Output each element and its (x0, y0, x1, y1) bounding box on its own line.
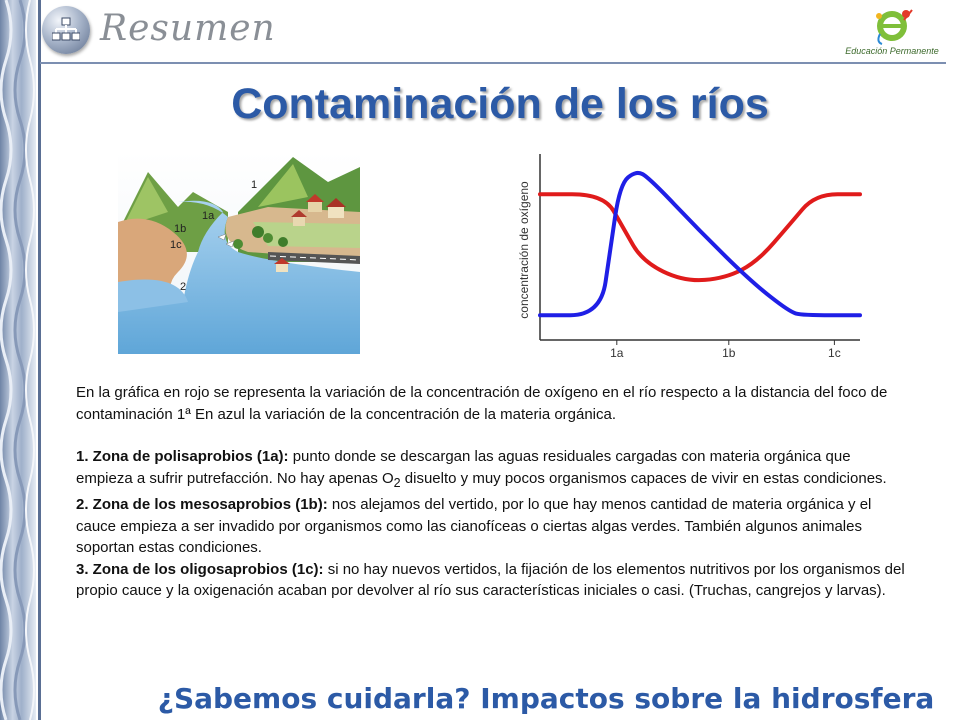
wave-pattern-icon (0, 0, 35, 720)
zone-label-2: 2 (180, 281, 186, 293)
oxygen-chart: concentración de oxígeno 1a 1b 1c (517, 154, 862, 360)
organic-matter-series-line (538, 170, 862, 318)
zone-1-text: punto donde se descargan las aguas resid… (76, 448, 851, 487)
footer-title: ¿Sabemos cuidarla? Impactos sobre la hid… (157, 682, 935, 715)
oxygen-series-line (538, 192, 862, 283)
zone-1-heading: 1. Zona de polisaprobios (1a): (76, 448, 289, 465)
left-divider (38, 0, 41, 720)
zone-3-text: si no hay nuevos vertidos, la fijación d… (76, 560, 905, 600)
chart-x-tick-label: 1c (828, 346, 841, 360)
zone-1-text-end: disuelto y muy pocos organismos capaces … (400, 469, 887, 487)
section-badge (42, 6, 90, 54)
sitemap-icon (52, 17, 80, 41)
body-text: En la gráfica en rojo se representa la v… (76, 382, 906, 602)
zone-1-paragraph: 1. Zona de polisaprobios (1a): punto don… (76, 446, 906, 494)
zone-3-paragraph: 3. Zona de los oligosaprobios (1c): si n… (76, 559, 906, 602)
zone-2-heading: 2. Zona de los mesosaprobios (1b): (76, 496, 328, 513)
zone-label-1a: 1a (202, 210, 215, 222)
left-decorative-band (0, 0, 36, 720)
logo-caption: Educación Permanente (845, 46, 939, 56)
zone-2-paragraph: 2. Zona de los mesosaprobios (1b): nos a… (76, 494, 906, 559)
section-title: Resumen (100, 8, 276, 49)
zone-label-1: 1 (251, 179, 257, 191)
educacion-permanente-logo-icon (876, 9, 913, 45)
river-illustration: 1 1a 1b 1c 2 (118, 152, 360, 354)
zone-1-subscript: 2 (393, 475, 401, 490)
zone-label-1b: 1b (174, 223, 186, 235)
zone-2-text: nos alejamos del vertido, por lo que hay… (76, 496, 872, 556)
zone-3-heading: 3. Zona de los oligosaprobios (1c): (76, 560, 324, 578)
header-divider (40, 62, 946, 64)
chart-y-label: concentración de oxígeno (517, 181, 531, 319)
intro-paragraph: En la gráfica en rojo se representa la v… (76, 384, 888, 423)
chart-x-tick-label: 1b (722, 346, 736, 360)
zone-label-1c: 1c (170, 239, 182, 251)
page-title: Contaminación de los ríos (231, 80, 769, 128)
chart-x-tick-label: 1a (610, 346, 624, 360)
